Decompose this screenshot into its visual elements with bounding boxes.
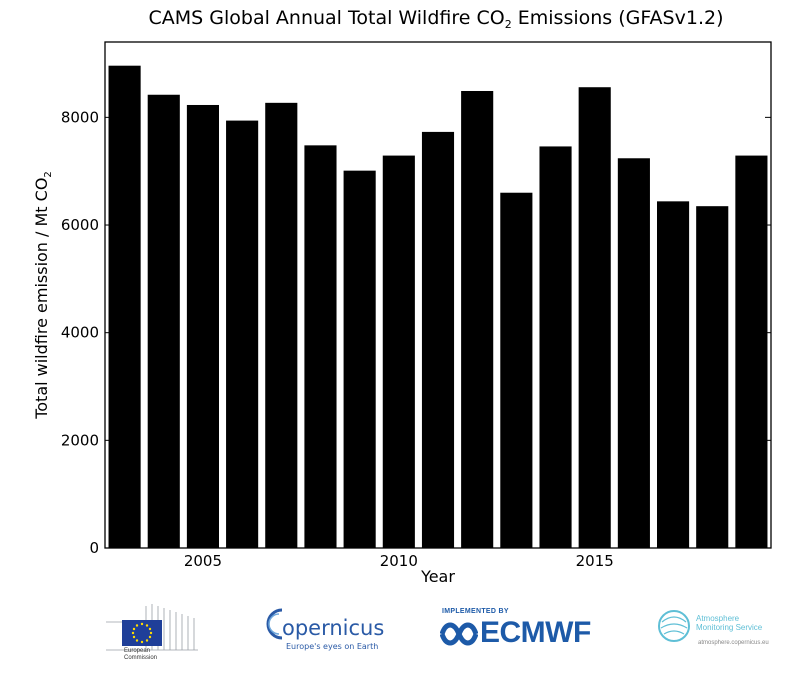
bar-2014 xyxy=(539,146,572,548)
cams-url: atmosphere.copernicus.eu xyxy=(698,640,769,646)
y-axis-label: Total wildfire emission / Mt CO2 xyxy=(32,171,54,420)
plot-frame xyxy=(104,41,772,549)
bar-2011 xyxy=(421,131,455,548)
y-tick-label-0: 0 xyxy=(89,539,99,557)
bar-2007 xyxy=(265,102,298,548)
ec-building-icon xyxy=(106,604,198,651)
bar-2006 xyxy=(226,120,259,548)
bar-chart: CAMS Global Annual Total Wildfire CO2 Em… xyxy=(32,7,772,586)
y-tick-label-6000: 6000 xyxy=(61,216,99,234)
bar-2003 xyxy=(108,65,141,548)
bar-2017 xyxy=(657,201,690,548)
y-tick-label-8000: 8000 xyxy=(61,108,99,126)
logo-strip: European Commission opernicus Europe's e… xyxy=(0,592,800,672)
bar-2013 xyxy=(500,192,533,548)
bar-2012 xyxy=(461,90,494,549)
ec-label-2: Commission xyxy=(124,655,158,661)
x-tick-label-2010: 2010 xyxy=(380,552,418,570)
x-axis-label: Year xyxy=(420,567,455,586)
cams-label-1: Atmosphere xyxy=(696,614,740,623)
european-commission-logo: European Commission xyxy=(100,592,210,672)
y-tick-label-4000: 4000 xyxy=(61,324,99,342)
ecmwf-logo: IMPLEMENTED BY ECMWF xyxy=(440,592,600,672)
bar-2019 xyxy=(735,155,768,548)
cams-logo: Atmosphere Monitoring Service atmosphere… xyxy=(656,592,786,672)
chart-title: CAMS Global Annual Total Wildfire CO2 Em… xyxy=(149,7,724,31)
x-tick-label-2005: 2005 xyxy=(184,552,222,570)
y-tick-label-2000: 2000 xyxy=(61,431,99,449)
copernicus-tagline: Europe's eyes on Earth xyxy=(286,642,379,651)
bar-2010 xyxy=(382,155,415,548)
bar-2016 xyxy=(617,158,650,548)
ecmwf-implemented-by: IMPLEMENTED BY xyxy=(442,608,509,615)
bar-2005 xyxy=(186,104,219,548)
cams-label-2: Monitoring Service xyxy=(696,623,763,632)
ecmwf-wave-icon xyxy=(440,622,478,646)
bar-2009 xyxy=(343,170,376,548)
bar-2004 xyxy=(147,94,180,548)
x-tick-label-2015: 2015 xyxy=(576,552,614,570)
ec-label-1: European xyxy=(124,648,151,654)
bar-2015 xyxy=(578,87,611,548)
bars-group xyxy=(108,65,768,549)
bar-2018 xyxy=(696,206,729,548)
y-axis-ticks: 0 2000 4000 6000 8000 xyxy=(61,108,771,557)
bar-2008 xyxy=(304,145,337,548)
globe-icon xyxy=(658,610,690,642)
copernicus-logo: opernicus Europe's eyes on Earth xyxy=(262,592,385,672)
copernicus-wordmark: opernicus xyxy=(282,616,385,640)
copernicus-c-icon xyxy=(266,608,283,640)
x-axis-ticks: 2005 2010 2015 xyxy=(184,542,614,570)
ecmwf-wordmark: ECMWF xyxy=(480,616,591,649)
